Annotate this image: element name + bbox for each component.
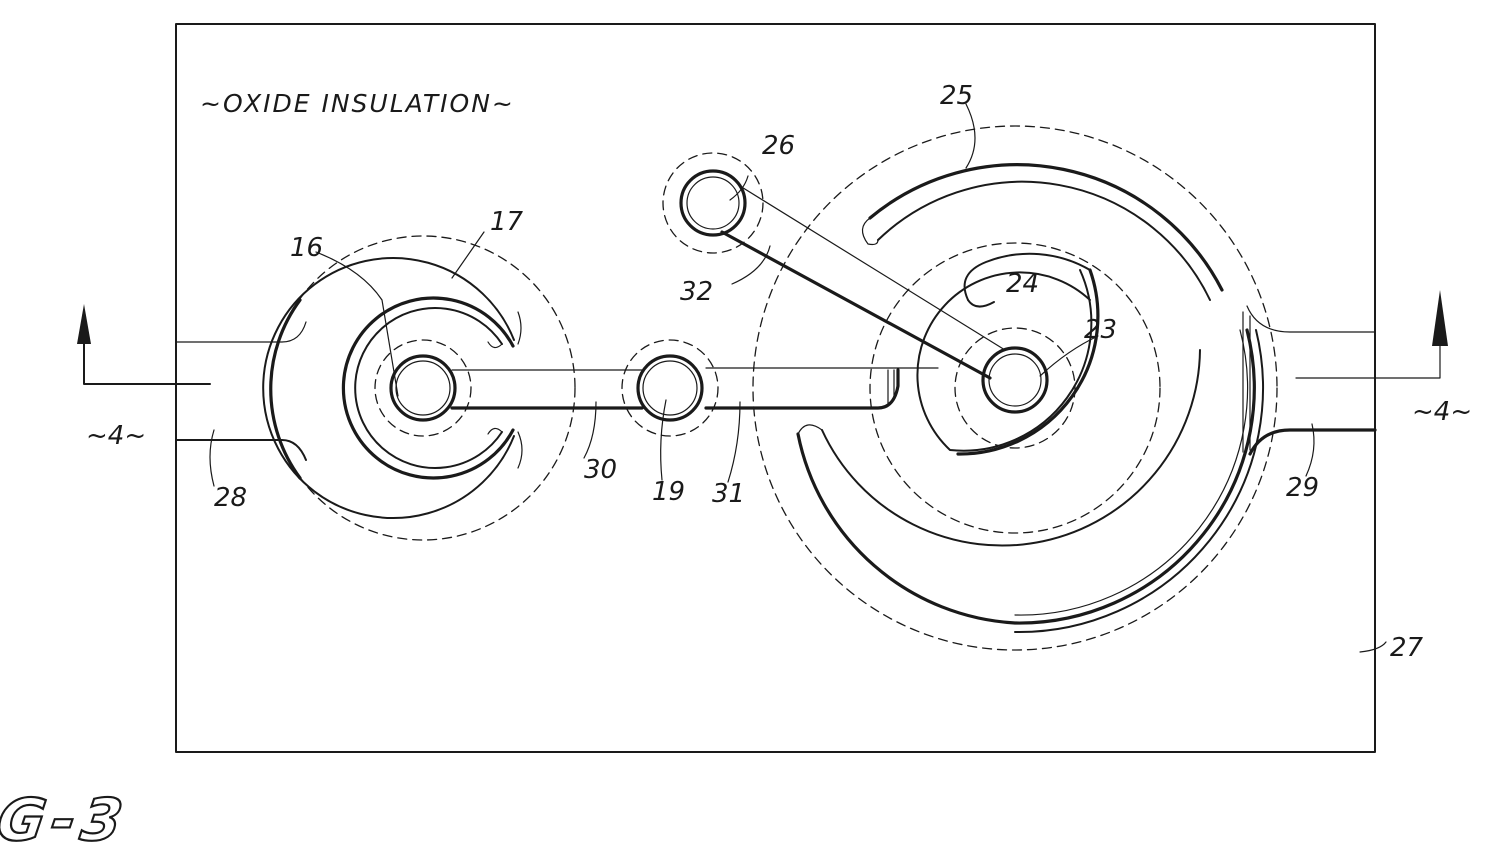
right-lead-29 bbox=[1242, 305, 1377, 456]
section-line-4-4 bbox=[77, 290, 1448, 385]
title-oxide-insulation: ~OXIDE INSULATION~ bbox=[200, 89, 515, 118]
label-19: 19 bbox=[652, 477, 685, 507]
contact-pad-16 bbox=[389, 354, 457, 422]
substrate-outline bbox=[175, 23, 1376, 753]
label-16: 16 bbox=[290, 233, 323, 263]
right-spiral-coil bbox=[796, 163, 1264, 634]
label-31: 31 bbox=[712, 479, 745, 509]
label-23: 23 bbox=[1084, 315, 1117, 345]
contact-pad-26 bbox=[679, 169, 747, 237]
label-17: 17 bbox=[490, 207, 524, 237]
dashed-ring-26 bbox=[662, 152, 764, 254]
label-29: 29 bbox=[1286, 473, 1319, 503]
left-coil-dashed-boundary bbox=[270, 235, 576, 541]
right-coil-dashed-boundary bbox=[752, 125, 1278, 651]
left-inner-dashed-ring bbox=[374, 339, 472, 437]
dashed-ring-19 bbox=[621, 339, 719, 437]
contact-pad-19-inner bbox=[642, 360, 698, 416]
left-spiral-coil bbox=[262, 257, 523, 519]
label-28: 28 bbox=[214, 483, 247, 513]
right-core-dashed-ring bbox=[954, 327, 1076, 449]
label-27: 27 bbox=[1390, 633, 1424, 663]
bridge-30-31 bbox=[450, 367, 939, 410]
contact-pad-16-inner bbox=[395, 360, 451, 416]
contact-pad-19 bbox=[636, 354, 704, 422]
bridge-32 bbox=[720, 185, 1006, 380]
left-section-arrow-icon bbox=[77, 304, 91, 344]
contact-pad-26-inner bbox=[686, 176, 740, 230]
right-section-arrow-icon bbox=[1432, 290, 1448, 346]
label-25: 25 bbox=[940, 81, 973, 111]
leader-lines bbox=[209, 103, 1387, 653]
label-30: 30 bbox=[584, 455, 617, 485]
contact-pad-23 bbox=[981, 346, 1049, 414]
label-26: 26 bbox=[762, 131, 795, 161]
section-label-left: ~4~ bbox=[86, 421, 146, 451]
figure-label: FIG-3 bbox=[0, 786, 133, 854]
label-32: 32 bbox=[680, 277, 713, 307]
left-lead-28 bbox=[175, 321, 307, 461]
contact-pad-23-inner bbox=[988, 353, 1042, 407]
right-inner-dashed-ring bbox=[869, 242, 1161, 534]
label-24: 24 bbox=[1006, 269, 1039, 299]
section-label-right: ~4~ bbox=[1412, 397, 1472, 427]
